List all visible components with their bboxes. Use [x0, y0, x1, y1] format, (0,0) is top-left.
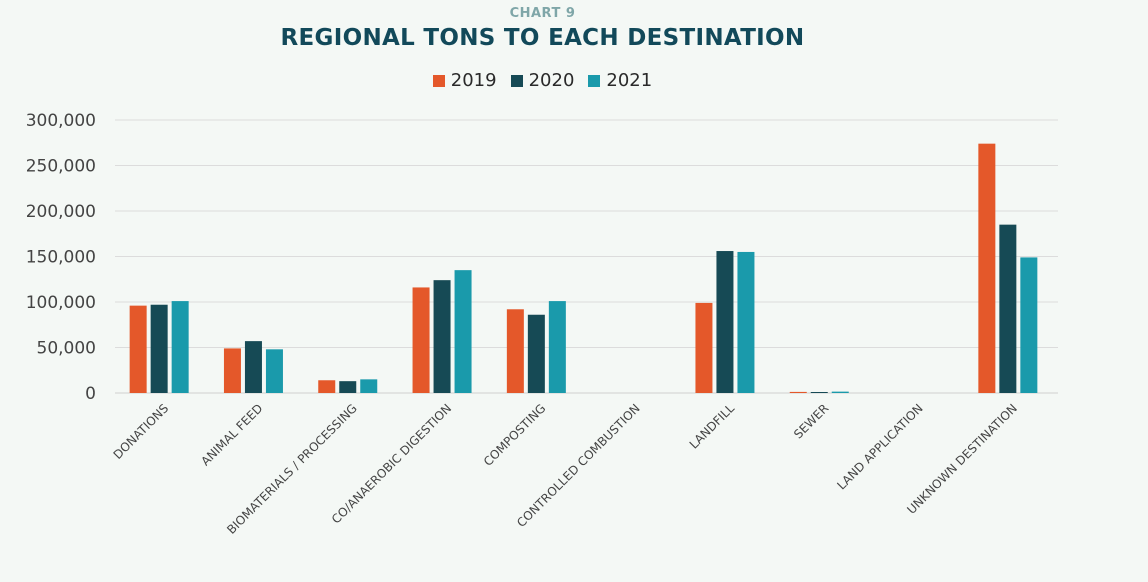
legend-item-2021: 2021 [588, 70, 652, 91]
y-tick-label: 150,000 [26, 248, 96, 268]
bar-2019-0 [129, 305, 147, 393]
bar-2021-6 [737, 251, 755, 393]
chart-title: REGIONAL TONS TO EACH DESTINATION [280, 25, 805, 51]
bar-2019-9 [978, 143, 996, 393]
bar-2019-3 [412, 287, 430, 393]
x-tick-label: DONATIONS [111, 401, 172, 462]
bar-2021-1 [265, 349, 283, 393]
bar-2021-2 [360, 379, 378, 393]
bar-2020-2 [339, 381, 357, 393]
bar-2020-6 [716, 251, 734, 393]
y-tick-label: 50,000 [37, 339, 96, 359]
bar-2020-4 [527, 314, 545, 393]
x-tick-label: LANDFILL [687, 401, 738, 452]
bar-2020-7 [810, 392, 828, 393]
legend-item-2020: 2020 [510, 70, 575, 91]
legend-label: 2019 [450, 70, 497, 91]
y-tick-label: 300,000 [26, 111, 96, 131]
bar-2020-3 [433, 280, 451, 393]
bar-2021-3 [454, 270, 472, 393]
legend-swatch [588, 74, 601, 87]
bar-2021-4 [548, 301, 566, 393]
y-tick-label: 100,000 [26, 293, 96, 313]
x-tick-label: ANIMAL FEED [198, 401, 265, 468]
bar-2020-0 [150, 304, 168, 393]
bar-2021-7 [831, 391, 849, 393]
x-tick-label: UNKNOWN DESTINATION [904, 401, 1020, 517]
legend-item-2019: 2019 [432, 70, 497, 91]
bar-2020-1 [244, 341, 262, 393]
chart-kicker: CHART 9 [509, 6, 576, 21]
x-tick-label: LAND APPLICATION [834, 401, 925, 492]
y-tick-label: 0 [85, 384, 96, 404]
bar-2020-9 [999, 224, 1017, 393]
legend: 2019 2020 2021 [0, 70, 1085, 91]
bar-2019-1 [223, 348, 241, 393]
legend-label: 2021 [606, 70, 653, 91]
x-tick-label: SEWER [791, 401, 831, 441]
bar-2019-4 [506, 309, 524, 393]
bar-2021-9 [1020, 257, 1038, 393]
y-tick-label: 200,000 [26, 202, 96, 222]
legend-swatch [432, 74, 445, 87]
y-tick-label: 250,000 [26, 157, 96, 177]
legend-swatch [510, 74, 523, 87]
bar-2021-0 [171, 301, 189, 393]
bar-2019-7 [789, 391, 807, 393]
legend-label: 2020 [528, 70, 575, 91]
bar-2019-2 [318, 380, 336, 393]
x-tick-label: COMPOSTING [481, 401, 549, 469]
bar-2019-6 [695, 302, 713, 393]
